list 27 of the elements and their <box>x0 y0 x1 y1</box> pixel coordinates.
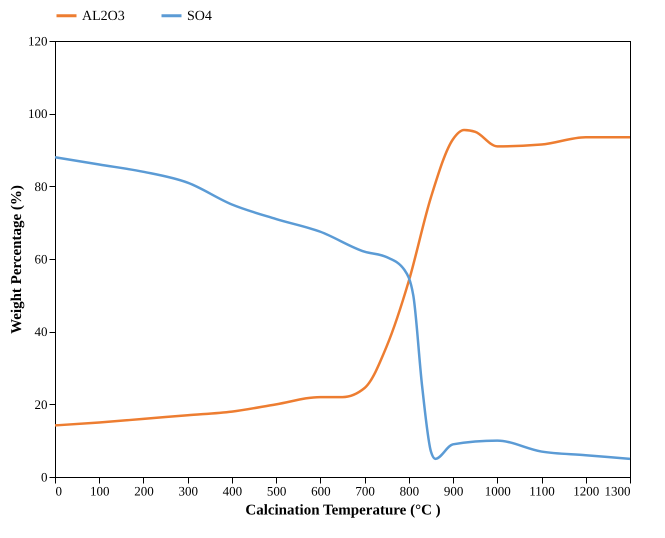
x-tick-label: 700 <box>355 484 375 498</box>
y-tick-label: 40 <box>34 324 48 340</box>
y-tick-label: 20 <box>34 396 48 412</box>
x-tick-label: 1200 <box>573 484 600 498</box>
x-tick-label: 100 <box>90 484 110 498</box>
line-series <box>54 128 632 427</box>
x-tick-label: 500 <box>266 484 286 498</box>
y-tick-label: 80 <box>34 178 48 194</box>
legend-label: SO4 <box>187 8 212 24</box>
y-tick-label: 120 <box>28 34 48 48</box>
x-tick-label: 200 <box>134 484 154 498</box>
x-tick-label: 600 <box>311 484 331 498</box>
x-tick-label: 1100 <box>529 484 555 498</box>
x-tick-label: 0 <box>56 484 62 498</box>
x-tick-label: 900 <box>444 484 464 498</box>
y-tick-label: 60 <box>34 252 48 266</box>
x-axis-title: Calcination Temperature (°C ) <box>245 502 441 518</box>
x-tick-label: 1300 <box>604 484 630 498</box>
legend-label: AL2O3 <box>82 8 125 24</box>
x-tick-label: 400 <box>222 484 242 498</box>
y-axis-title: Weight Percentage (%) <box>9 185 25 334</box>
x-tick-label: 800 <box>400 484 420 498</box>
y-tick-label: 0 <box>41 470 48 484</box>
line-series <box>54 156 632 460</box>
x-tick-label: 1000 <box>484 484 511 498</box>
x-tick-label: 300 <box>178 484 198 498</box>
y-tick-label: 100 <box>28 106 48 122</box>
